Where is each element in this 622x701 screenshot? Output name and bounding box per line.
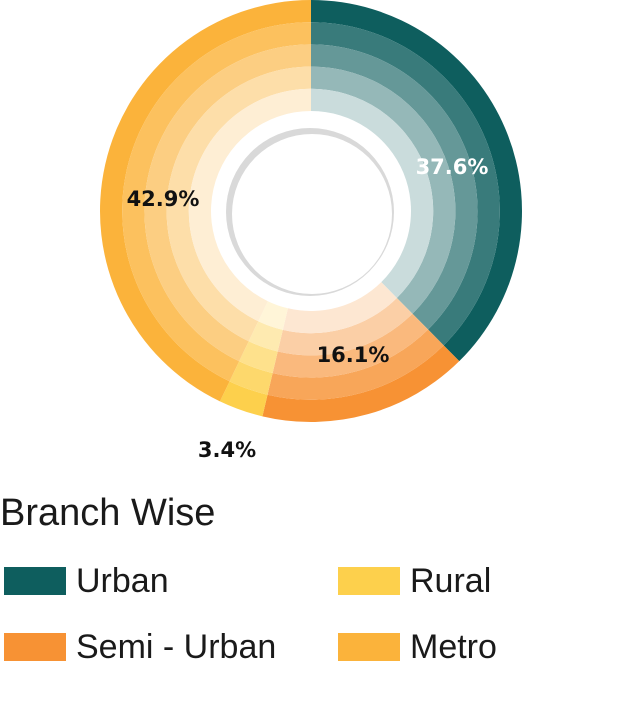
slice-rural-band-5 — [258, 301, 288, 330]
slice-semi-urban-band-5 — [282, 282, 397, 334]
donut-hole — [232, 134, 392, 294]
chart-title: Branch Wise — [0, 492, 216, 534]
legend-item-rural: Rural — [338, 556, 491, 606]
slice-metro-band-4 — [166, 66, 311, 342]
legend-item-urban: Urban — [4, 556, 169, 606]
slice-labels: 37.6% 16.1% 3.4% 42.9% — [127, 155, 489, 462]
legend-swatch-semi-urban — [4, 633, 66, 661]
donut-rings — [99, 0, 522, 422]
slice-label-semi-urban: 16.1% — [317, 343, 390, 367]
slice-rural-band-1 — [219, 381, 268, 417]
slice-metro-band-5 — [188, 88, 311, 322]
slice-urban-band-2 — [311, 22, 500, 346]
legend-item-metro: Metro — [338, 622, 497, 672]
legend-label-semi-urban: Semi - Urban — [76, 627, 277, 666]
legend-label-metro: Metro — [410, 627, 497, 666]
slice-metro-band-3 — [144, 44, 311, 362]
slice-semi-urban-band-2 — [267, 329, 444, 400]
slice-label-urban: 37.6% — [416, 155, 489, 179]
slice-label-metro: 42.9% — [127, 187, 200, 211]
slice-semi-urban-band-3 — [272, 313, 429, 378]
slice-semi-urban-band-1 — [262, 345, 460, 422]
slice-urban-band-4 — [311, 66, 456, 314]
legend: Urban Rural Semi - Urban Metro — [0, 556, 622, 676]
slice-rural-band-4 — [248, 321, 283, 352]
legend-swatch-urban — [4, 567, 66, 595]
slice-label-rural: 3.4% — [198, 438, 256, 462]
legend-label-urban: Urban — [76, 561, 169, 600]
slice-urban-band-3 — [311, 44, 478, 330]
donut-chart: 37.6% 16.1% 3.4% 42.9% — [99, 0, 522, 462]
legend-swatch-metro — [338, 633, 400, 661]
slice-urban-band-5 — [311, 88, 434, 298]
slice-metro-band-1 — [99, 0, 311, 402]
slice-semi-urban-band-4 — [277, 297, 413, 356]
legend-item-semi-urban: Semi - Urban — [4, 622, 276, 672]
slice-rural-band-3 — [239, 341, 278, 374]
legend-label-rural: Rural — [410, 561, 492, 600]
slice-rural-band-2 — [229, 361, 273, 395]
legend-swatch-rural — [338, 567, 400, 595]
slice-metro-band-2 — [122, 22, 311, 382]
slice-urban-band-1 — [311, 0, 522, 362]
